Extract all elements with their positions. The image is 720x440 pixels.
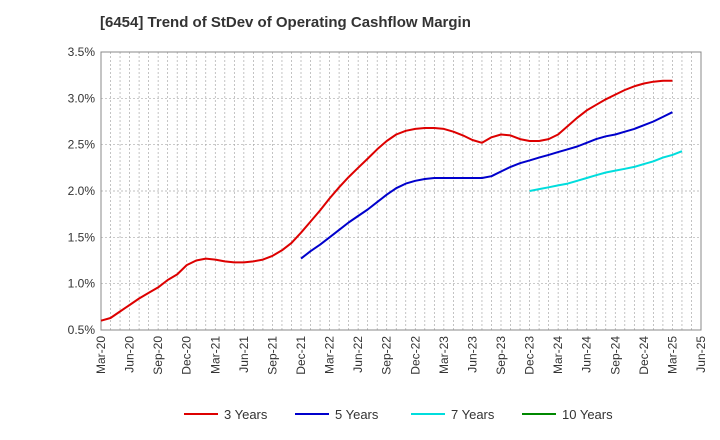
y-tick-label: 2.5%: [68, 138, 96, 152]
chart-title: [6454] Trend of StDev of Operating Cashf…: [100, 14, 471, 31]
y-tick-label: 0.5%: [68, 323, 96, 337]
x-tick-label: Mar-21: [208, 336, 222, 374]
y-tick-label: 3.5%: [68, 45, 96, 59]
y-tick-label: 2.0%: [68, 184, 96, 198]
legend-label: 3 Years: [224, 407, 268, 422]
legend-label: 5 Years: [335, 407, 379, 422]
x-tick-label: Dec-22: [408, 336, 422, 375]
x-axis-ticks: Mar-20 Jun-20 Sep-20 Dec-20 Mar-21 Jun-21 Sep-…: [94, 336, 708, 375]
x-tick-label: Sep-24: [608, 336, 622, 375]
series-line-3-years: [100, 79, 673, 322]
x-tick-label: Jun-24: [580, 336, 594, 373]
x-tick-label: Mar-25: [665, 336, 679, 374]
legend-label: 7 Years: [451, 407, 495, 422]
series-line-5-years: [300, 111, 673, 260]
y-tick-label: 1.5%: [68, 230, 96, 244]
x-tick-label: Sep-21: [265, 336, 279, 375]
x-tick-label: Mar-23: [437, 336, 451, 374]
series-line-7-years: [529, 150, 683, 192]
legend-label: 10 Years: [562, 407, 613, 422]
y-axis-ticks: 0.5% 1.0% 1.5% 2.0% 2.5% 3.0% 3.5%: [68, 45, 96, 337]
y-tick-label: 1.0%: [68, 277, 96, 291]
y-tick-label: 3.0%: [68, 91, 96, 105]
x-tick-label: Jun-23: [465, 336, 479, 373]
grid-lines: [100, 51, 702, 331]
x-tick-label: Dec-21: [294, 336, 308, 375]
x-tick-label: Sep-20: [151, 336, 165, 375]
x-tick-label: Sep-22: [380, 336, 394, 375]
x-tick-label: Mar-22: [323, 336, 337, 374]
x-tick-label: Sep-23: [494, 336, 508, 375]
series-lines: [100, 79, 683, 322]
x-tick-label: Dec-20: [180, 336, 194, 375]
x-tick-label: Mar-20: [94, 336, 108, 374]
x-tick-label: Dec-23: [523, 336, 537, 375]
x-tick-label: Dec-24: [637, 336, 651, 375]
x-tick-label: Jun-20: [123, 336, 137, 373]
x-tick-label: Jun-22: [351, 336, 365, 373]
x-tick-label: Jun-21: [237, 336, 251, 373]
x-tick-label: Mar-24: [551, 336, 565, 374]
x-tick-label: Jun-25: [694, 336, 708, 373]
plot-area-frame: [100, 51, 702, 331]
legend: 3 Years 5 Years 7 Years 10 Years: [184, 407, 613, 422]
